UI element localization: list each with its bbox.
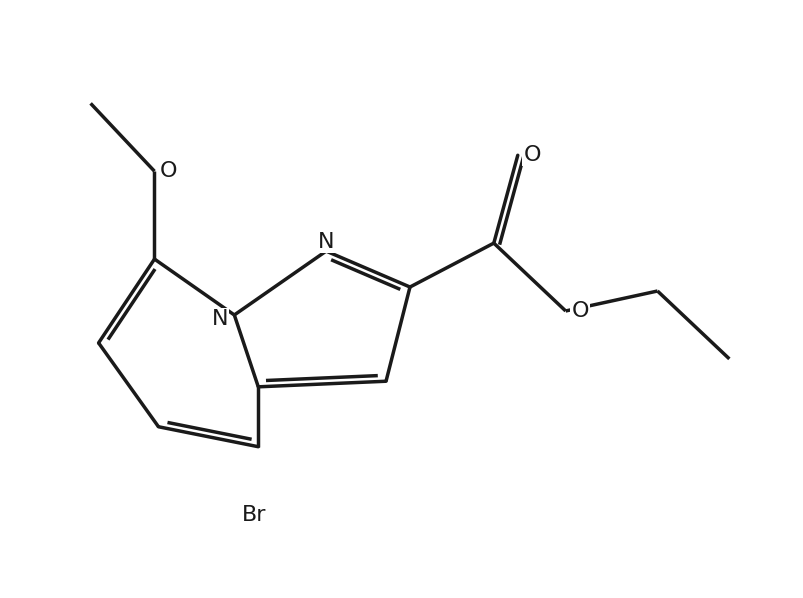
Text: O: O (523, 145, 540, 165)
Text: N: N (317, 231, 334, 252)
Text: O: O (160, 161, 177, 181)
Text: O: O (571, 301, 588, 321)
Text: N: N (211, 309, 228, 329)
Text: Br: Br (242, 505, 267, 524)
